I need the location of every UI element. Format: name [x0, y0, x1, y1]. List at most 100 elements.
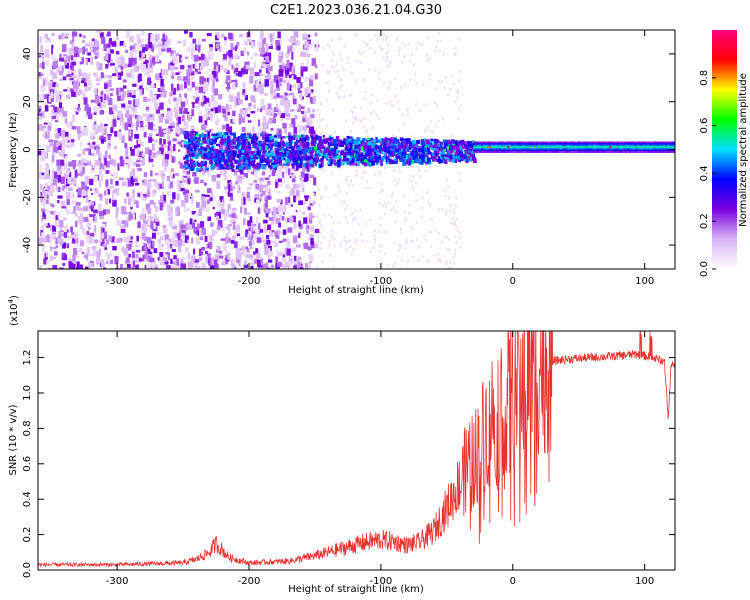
- spectrogram-cell: [131, 57, 137, 65]
- spectrogram-cell: [418, 175, 421, 179]
- spectrogram-cell: [64, 208, 67, 212]
- spectrogram-cell: [58, 230, 61, 237]
- spectrogram-cell: [312, 147, 315, 151]
- spectrogram-cell: [344, 207, 347, 211]
- spectrogram-cell: [351, 162, 356, 166]
- spectrogram-cell: [393, 169, 396, 173]
- spectrogram-cell: [88, 203, 94, 209]
- spectrogram-cell: [381, 147, 386, 152]
- spectrogram-cell: [353, 106, 356, 110]
- spectrogram-cell: [95, 258, 101, 265]
- spectrogram-cell: [54, 219, 60, 227]
- spectrogram-cell: [278, 159, 283, 163]
- spectrogram-cell: [394, 77, 397, 81]
- spectrogram-cell: [262, 140, 267, 144]
- spectrogram-cell: [58, 70, 64, 76]
- spectrogram-cell: [86, 186, 90, 190]
- spectrogram-cell: [121, 220, 126, 225]
- spectrogram-cell: [246, 132, 252, 138]
- spectrogram-cell: [396, 141, 400, 146]
- spectrogram-cell: [75, 212, 78, 217]
- spectrogram-cell: [415, 147, 418, 150]
- spectrogram-cell: [172, 226, 177, 230]
- spectrogram-cell: [440, 39, 443, 43]
- spectrogram-cell: [121, 103, 126, 108]
- spectrogram-cell: [149, 199, 154, 205]
- spectrogram-cell: [315, 160, 318, 163]
- spectrogram-cell: [356, 145, 360, 150]
- spectrogram-cell: [127, 263, 131, 269]
- spectrogram-cell: [49, 189, 54, 197]
- spectrogram-cell: [167, 205, 171, 212]
- spectrogram-cell: [87, 142, 91, 146]
- spectrogram-cell: [162, 175, 165, 181]
- spectrogram-cell: [330, 159, 333, 164]
- spectrogram-cell: [322, 154, 326, 159]
- spectrogram-cell: [265, 56, 270, 63]
- spectrogram-cell: [231, 64, 234, 70]
- spectrogram-cell: [208, 260, 211, 266]
- spectrogram-cell: [85, 72, 91, 78]
- spectrogram-cell: [128, 114, 133, 117]
- spectrogram-cell: [110, 127, 114, 134]
- spectrogram-cell: [86, 230, 90, 235]
- spectrogram-cell: [243, 218, 246, 225]
- spectrogram-cell: [131, 95, 136, 98]
- spectrogram-cell: [122, 85, 127, 89]
- spectrogram-cell: [473, 141, 476, 144]
- spectrogram-cell: [437, 145, 441, 150]
- spectrogram-cell: [340, 244, 343, 248]
- spectrogram-cell: [235, 165, 240, 170]
- spectrogram-cell: [405, 267, 408, 269]
- spectrogram-cell: [292, 96, 296, 101]
- spectrogram-cell: [308, 43, 313, 49]
- spectrogram-cell: [472, 153, 476, 158]
- spectrogram-cell: [365, 140, 369, 145]
- spectrogram-cell: [47, 185, 53, 193]
- spectrogram-cell: [254, 194, 260, 199]
- spectrogram-cell: [60, 144, 65, 149]
- spectrogram-cell: [188, 153, 191, 157]
- spectrogram-cell: [191, 237, 194, 244]
- spectrogram-cell: [186, 175, 190, 179]
- spectrogram-cell: [303, 35, 307, 39]
- spectrogram-cell: [400, 258, 403, 262]
- spectrogram-cell: [235, 181, 239, 185]
- spectrogram-cell: [288, 152, 293, 157]
- spectrogram-cell: [167, 246, 171, 250]
- spectrogram-cell: [173, 255, 177, 260]
- spectrogram-cell: [293, 157, 297, 161]
- spectrogram-cell: [67, 168, 71, 173]
- spectrogram-cell: [364, 142, 367, 148]
- spectrogram-cell: [398, 53, 401, 57]
- spectrogram-cell: [345, 119, 348, 123]
- spectrogram-cell: [294, 115, 298, 120]
- spectrogram-cell: [190, 73, 194, 80]
- spectrogram-cell: [258, 163, 261, 168]
- spectrogram-cell: [487, 149, 490, 152]
- spectrogram-cell: [261, 134, 266, 140]
- spectrogram-cell: [216, 158, 220, 162]
- spectrogram-cell: [214, 137, 218, 143]
- spectrogram-cell: [358, 118, 361, 122]
- spectrogram-cell: [360, 146, 364, 151]
- spectrogram-cell: [299, 92, 303, 99]
- spectrogram-cell: [48, 139, 54, 143]
- spectrogram-cell: [220, 238, 226, 241]
- spectrogram-cell: [213, 259, 218, 267]
- spectrogram-cell: [90, 153, 96, 156]
- spectrogram-cell: [51, 233, 56, 238]
- spectrogram-cell: [289, 84, 292, 91]
- spectrogram-cell: [94, 40, 100, 48]
- spectrogram-cell: [184, 190, 190, 194]
- spectrogram-cell: [151, 57, 157, 64]
- spectrogram-cell: [265, 107, 269, 116]
- spectrogram-cell: [433, 228, 436, 232]
- spectrogram-cell: [245, 162, 250, 167]
- spectrogram-cell: [230, 219, 234, 224]
- spectrogram-cell: [421, 206, 424, 210]
- spectrogram-cell: [42, 209, 45, 217]
- spectrogram-cell: [244, 132, 247, 136]
- spectrogram-cell: [471, 143, 475, 149]
- spectrogram-cell: [256, 151, 260, 156]
